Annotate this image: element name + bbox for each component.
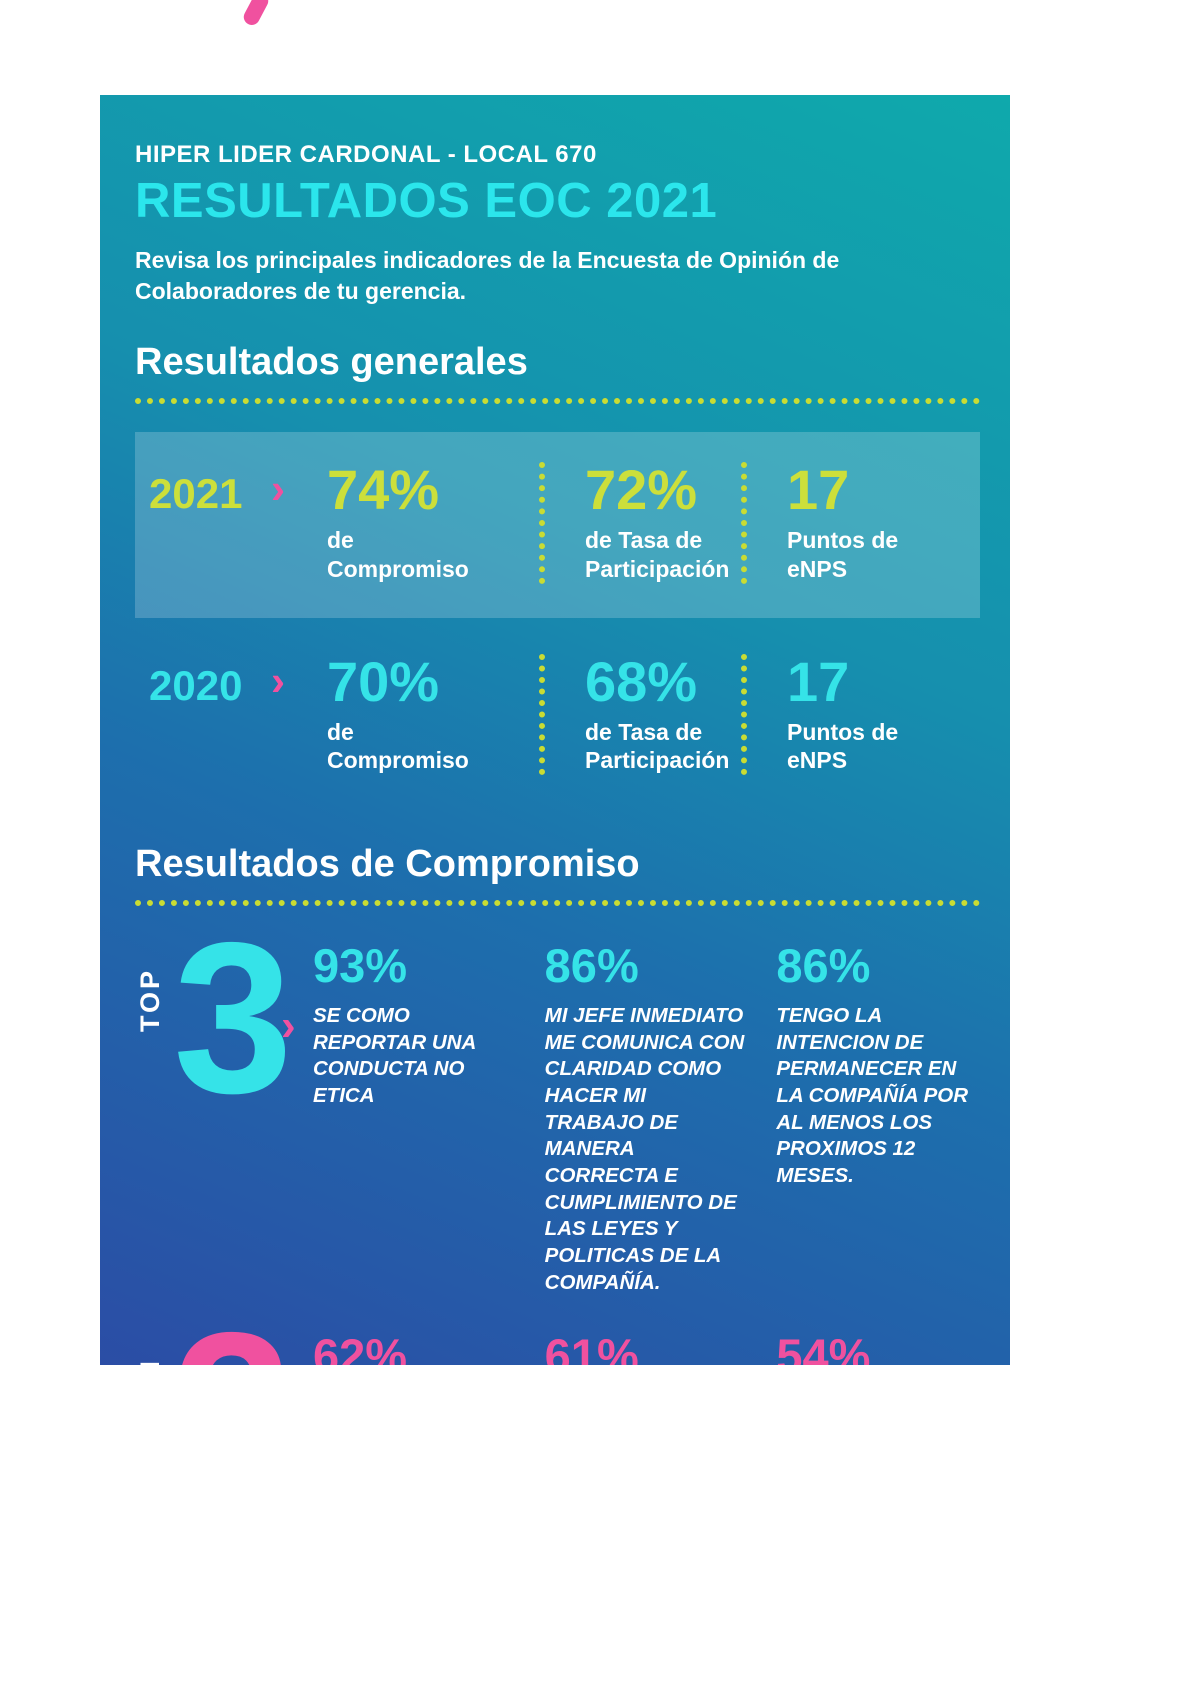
stat-value: 93% [313, 939, 408, 993]
general-results: 2021 › 74% de Compromiso 72% de Tasa de … [135, 432, 980, 809]
top3-number: 3 [173, 897, 293, 1139]
stat-item: 62% CONFIO EN QUE LA COMPAÑÍA ACTUARA EN… [313, 1328, 517, 1365]
stat-value: 86% [544, 939, 639, 993]
metric-label: de Tasa de Participación [585, 527, 730, 582]
metric-label: de Compromiso [327, 718, 469, 774]
top3-side-label: TOP [135, 968, 165, 1033]
stat-value: 62% [313, 1329, 408, 1365]
stat-value: 86% [776, 939, 871, 993]
stat-item: 86% TENGO LA INTENCION DE PERMANECER EN … [776, 938, 980, 1296]
metric-enps: 17 Puntos de eNPS [741, 649, 980, 776]
metric-value: 70% [327, 649, 440, 713]
stat-value: 54% [776, 1329, 871, 1365]
metric-participacion: 72% de Tasa de Participación [539, 462, 741, 584]
metric-compromiso: 70% de Compromiso [327, 649, 539, 776]
metric-value: 74% [327, 458, 440, 522]
intro-text: Revisa los principales indicadores de la… [135, 247, 840, 305]
top3-block: TOP 3 › 93% SE COMO REPORTAR UNA CONDUCT… [135, 897, 980, 1296]
stat-item: 86% MI JEFE INMEDIATO ME COMUNICA CON CL… [545, 938, 749, 1296]
stat-item: 54% HE VISTO OCURRIR ACCIONES COMO RESUL… [776, 1328, 980, 1365]
year-label: 2021 [149, 470, 243, 518]
chevron-right-icon: › [281, 1001, 296, 1051]
metric-label: Puntos de eNPS [787, 718, 899, 774]
stat-text: MI JEFE INMEDIATO ME COMUNICA CON CLARID… [544, 1004, 745, 1294]
metric-value: 17 [787, 649, 850, 713]
pink-squiggle-decoration [240, 0, 272, 28]
bottom3-items: 62% CONFIO EN QUE LA COMPAÑÍA ACTUARA EN… [313, 1320, 980, 1365]
metric-label: de Tasa de Participación [585, 718, 730, 774]
results-row-2020: 2020 › 70% de Compromiso 68% de Tasa de … [135, 624, 980, 810]
metric-value: 72% [585, 458, 698, 522]
results-row-2021: 2021 › 74% de Compromiso 72% de Tasa de … [135, 432, 980, 618]
stat-item: 61% ALGUIEN EN EL TRABAJO DESEMPEÑA UN P… [545, 1328, 749, 1365]
chevron-right-icon: › [271, 656, 285, 704]
bottom3-block: BOTTOM 3 62% CONFIO EN QUE LA COMPAÑÍA A… [135, 1300, 980, 1365]
metric-value: 17 [787, 458, 850, 522]
stat-text: SE COMO REPORTAR UNA CONDUCTA NO ETICA [313, 1004, 476, 1108]
section-heading-general: Resultados generales [135, 341, 528, 384]
section-heading-compromiso: Resultados de Compromiso [135, 843, 640, 886]
chevron-right-icon: › [271, 465, 285, 513]
stat-value: 61% [544, 1329, 639, 1365]
metric-label: Puntos de eNPS [787, 527, 899, 582]
header-kicker: HIPER LIDER CARDONAL - LOCAL 670 [135, 141, 597, 168]
top3-items: › 93% SE COMO REPORTAR UNA CONDUCTA NO E… [281, 930, 980, 1296]
dotted-divider [135, 900, 980, 907]
infographic-card: HIPER LIDER CARDONAL - LOCAL 670 RESULTA… [100, 95, 1010, 1365]
metric-compromiso: 74% de Compromiso [327, 462, 539, 584]
metric-value: 68% [585, 649, 698, 713]
bottom3-number: 3 [169, 1300, 297, 1365]
bottom3-side-label: BOTTOM [135, 1358, 169, 1365]
stat-text: TENGO LA INTENCION DE PERMANECER EN LA C… [776, 1004, 969, 1187]
stat-item: › 93% SE COMO REPORTAR UNA CONDUCTA NO E… [281, 938, 517, 1296]
metric-enps: 17 Puntos de eNPS [741, 462, 980, 584]
year-label: 2020 [149, 661, 243, 709]
metric-participacion: 68% de Tasa de Participación [539, 649, 741, 776]
dotted-divider [135, 398, 980, 405]
page-title: RESULTADOS EOC 2021 [135, 174, 718, 228]
metric-label: de Compromiso [327, 527, 469, 582]
